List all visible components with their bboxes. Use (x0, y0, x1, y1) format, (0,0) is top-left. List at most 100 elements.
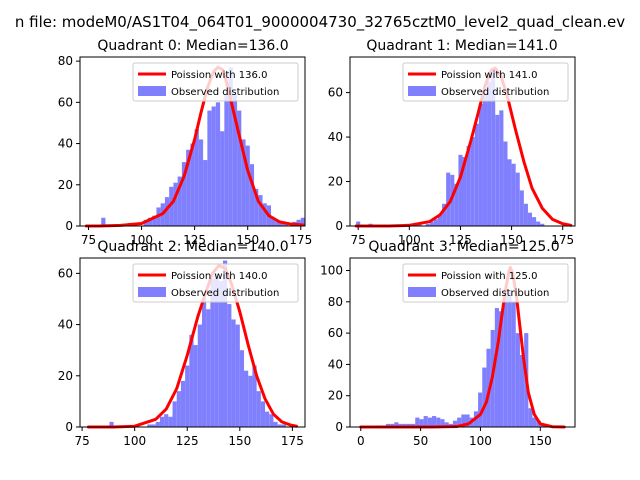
quadrant-1-hist-bar (507, 159, 512, 226)
quadrant-3-y-tick-label: 80 (328, 295, 343, 309)
quadrant-0-y-tick-label: 40 (58, 137, 73, 151)
quadrant-1-hist-bar (511, 163, 516, 226)
figure-suptitle: n file: modeM0/AS1T04_064T01_9000004730_… (15, 13, 625, 32)
quadrant-1-y-tick-label: 60 (328, 86, 343, 100)
quadrant-2-hist-bar (151, 424, 156, 427)
quadrant-0-legend: Poission with 136.0 Observed distributio… (132, 62, 299, 102)
quadrant-0-hist-bar (245, 145, 250, 226)
quadrant-1-hist-bar (454, 183, 459, 226)
quadrant-0-hist-bar (164, 197, 170, 226)
quadrant-1-y-tick-label: 20 (328, 175, 343, 189)
quadrant-0-x-tick-label: 150 (236, 233, 259, 247)
quadrant-2-hist-bar (189, 334, 194, 427)
quadrant-0-panel: Quadrant 0: Median=136.0 75 100 125 150 175 0… (58, 38, 312, 247)
quadrant-1-hist-bar (536, 221, 541, 226)
quadrant-3-hist-bar (398, 423, 403, 427)
quadrant-2-panel: 75 100 125 150 175 0 20 40 60 Poission with 140.… (58, 239, 306, 448)
quadrant-3-hist-bar (465, 414, 470, 427)
quadrant-2-hist-bar (239, 350, 245, 427)
quadrant-3-hist-bar (499, 311, 504, 427)
quadrant-3-legend-bar-label: Observed distribution (441, 288, 549, 299)
quadrant-1-legend-bar-label: Observed distribution (441, 87, 549, 98)
quadrant-1-hist-bar (442, 203, 447, 226)
quadrant-0-hist-bar (279, 221, 284, 226)
quadrant-2-x-tick-label: 125 (176, 434, 199, 448)
quadrant-3-axes-frame (349, 257, 576, 428)
quadrant-3-hist-bar (503, 295, 508, 427)
quadrant-1-hist-bar (495, 114, 500, 226)
quadrant-2-hist-bar (193, 345, 198, 427)
quadrant-3-hist-bar (415, 417, 420, 427)
quadrant-2-hist-bar (260, 401, 266, 427)
quadrant-0-hist-bar (254, 188, 259, 226)
quadrant-0-hist-bar (232, 94, 238, 226)
quadrant-1-hist-bar (523, 203, 528, 226)
quadrant-3-hist-bar (390, 423, 395, 427)
quadrant-0-hist-bar (271, 217, 276, 226)
quadrant-0-title: Quadrant 0: Median=136.0 (97, 38, 288, 54)
quadrant-1-hist-bar (519, 190, 524, 226)
quadrant-0-hist-bar (211, 106, 216, 226)
quadrant-0-hist-bar (198, 139, 204, 226)
quadrant-2-hist-bar (269, 414, 274, 427)
quadrant-0-hist-bar (177, 176, 182, 226)
quadrant-3-hist-bar (511, 301, 516, 427)
quadrant-2-hist-bar (214, 273, 219, 427)
quadrant-1-legend-bar-swatch (408, 86, 436, 96)
quadrant-2-hist-bar (109, 421, 114, 427)
quadrant-0-hist-bar (220, 131, 225, 226)
quadrant-0-hist-bar (262, 203, 267, 226)
quadrant-2-hist-bar (277, 424, 282, 427)
quadrant-1-hist-bar (532, 217, 537, 226)
quadrant-3-hist-bar (528, 408, 533, 427)
quadrant-3-hist-bar (419, 419, 424, 427)
quadrant-1-hist-bar (499, 110, 504, 226)
quadrant-2-hist-bar (180, 380, 186, 427)
quadrant-0-plot-area: 75 100 125 150 175 0 20 40 60 80 (58, 54, 312, 247)
quadrant-0-legend-fit-label: Poission with 136.0 (171, 70, 267, 81)
quadrant-0-hist-bar (224, 94, 229, 226)
quadrant-0-x-tick-label: 100 (130, 233, 153, 247)
quadrant-1-axes-frame (349, 56, 576, 227)
quadrant-3-hist-bar (411, 423, 416, 427)
quadrant-2-hist-bar (147, 424, 152, 427)
quadrant-2-hist-bar (168, 416, 173, 427)
quadrant-2-hist-bar (231, 319, 236, 427)
quadrant-3-hist-bar (507, 292, 512, 427)
quadrant-1-legend: Poission with 141.0 Observed distributio… (402, 62, 569, 102)
quadrant-3-hist-bar (394, 422, 399, 427)
quadrant-0-x-tick-label: 125 (183, 233, 206, 247)
quadrant-1-hist-bar (466, 145, 471, 226)
quadrant-1-hist-bar (540, 223, 545, 226)
quadrant-0-y-tick-label: 20 (58, 178, 73, 192)
quadrant-3-hist-bar (532, 417, 537, 427)
quadrant-1-hist-bar (487, 81, 492, 227)
quadrant-1-x-tick-label: 100 (398, 233, 421, 247)
quadrant-1-hist-bar (503, 141, 508, 226)
quadrant-3-y-tick-label: 0 (335, 420, 343, 434)
quadrant-2-hist-bar (218, 281, 223, 427)
quadrant-3-x-tick-label: 100 (469, 434, 492, 448)
quadrant-0-hist-bar (190, 143, 195, 226)
quadrant-1-hist-bar (470, 137, 475, 226)
quadrant-2-hist-bar (201, 298, 207, 427)
quadrant-0-hist-bar (300, 217, 305, 226)
quadrant-1-hist-bar (425, 223, 430, 226)
quadrant-2-hist-bar (244, 370, 249, 427)
quadrant-0-hist-bar (258, 195, 263, 226)
quadrant-1-hist-bar (462, 157, 467, 226)
quadrant-0-hist-bar (147, 217, 153, 226)
quadrant-0-y-tick-label: 60 (58, 95, 73, 109)
quadrant-2-axes-frame (79, 257, 306, 428)
quadrant-2-hist-bar (235, 324, 240, 427)
quadrant-3-hist-bar (402, 423, 407, 427)
quadrant-2-hist-bar (172, 401, 177, 427)
quadrant-0-hist-bar (152, 215, 157, 226)
quadrant-3-hist-bar (519, 355, 525, 427)
quadrant-1-panel: Quadrant 1: Median=141.0 75 100 125 150 175 0… (328, 38, 576, 247)
quadrant-3-hist-bar (457, 417, 462, 427)
quadrant-3-x-tick-label: 50 (413, 434, 428, 448)
quadrant-1-hist-bar (458, 154, 463, 226)
quadrant-2-hist-bar (155, 421, 160, 427)
